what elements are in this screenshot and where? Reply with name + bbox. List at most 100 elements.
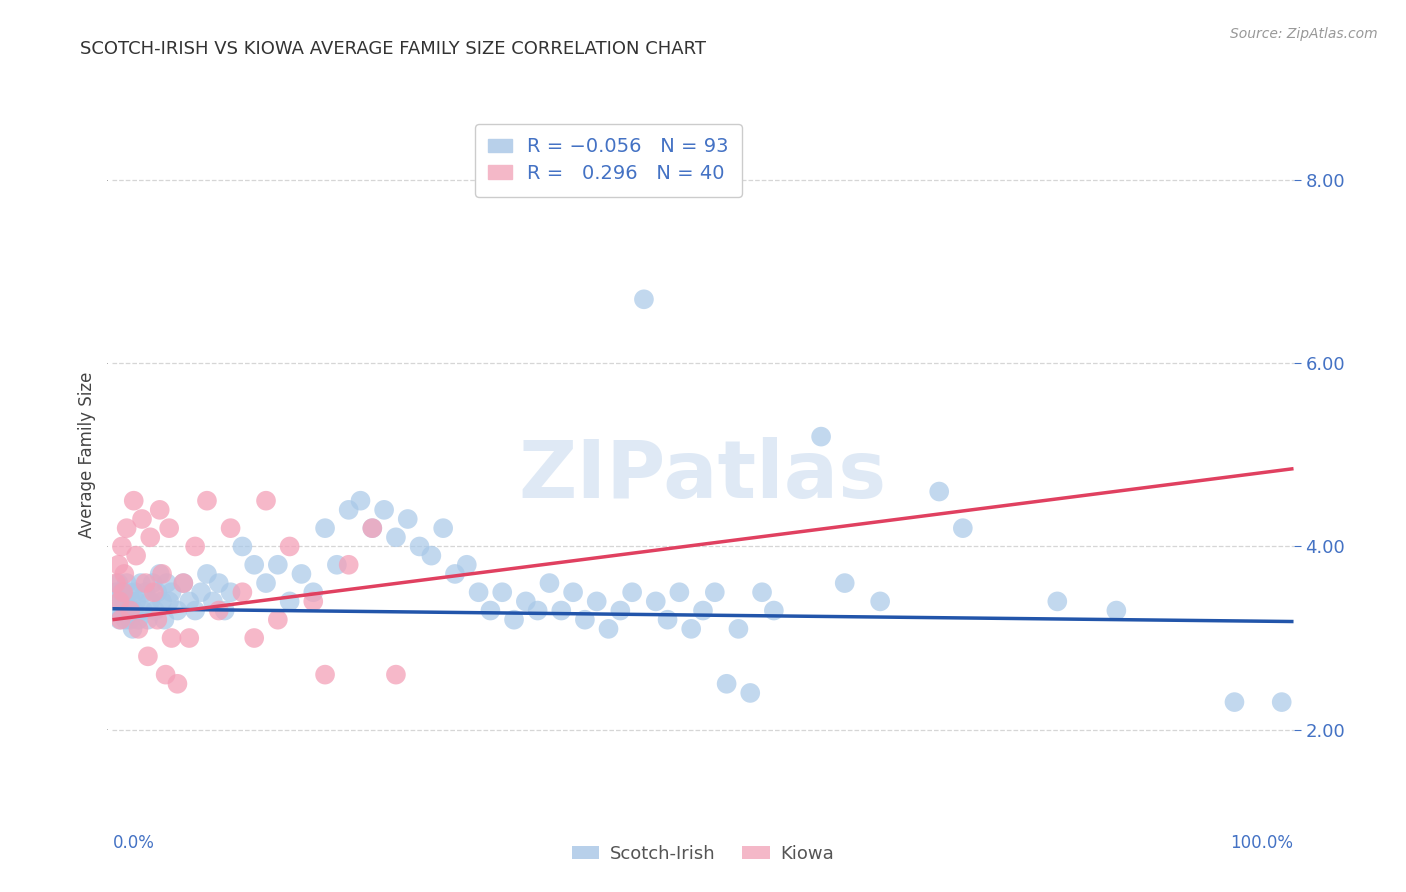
Point	[657, 613, 679, 627]
Point	[621, 585, 644, 599]
Point	[149, 566, 172, 581]
Point	[117, 603, 139, 617]
Point	[150, 594, 173, 608]
Point	[160, 585, 183, 599]
Y-axis label: Average Family Size: Average Family Size	[77, 372, 96, 538]
Point	[195, 493, 218, 508]
Point	[337, 503, 360, 517]
Point	[110, 613, 132, 627]
Point	[278, 540, 301, 554]
Point	[385, 530, 408, 544]
Point	[112, 594, 135, 608]
Point	[1046, 594, 1069, 608]
Point	[633, 293, 655, 307]
Point	[243, 558, 266, 572]
Point	[1223, 695, 1246, 709]
Point	[146, 585, 169, 599]
Point	[503, 613, 526, 627]
Point	[219, 585, 242, 599]
Point	[444, 566, 467, 581]
Point	[254, 576, 277, 591]
Point	[703, 585, 725, 599]
Point	[118, 585, 141, 599]
Point	[727, 622, 749, 636]
Point	[952, 521, 974, 535]
Text: ZIPatlas: ZIPatlas	[519, 437, 887, 515]
Text: 100.0%: 100.0%	[1230, 834, 1294, 852]
Point	[184, 603, 207, 617]
Point	[550, 603, 572, 617]
Point	[314, 667, 336, 681]
Legend: Scotch-Irish, Kiowa: Scotch-Irish, Kiowa	[565, 838, 841, 871]
Point	[314, 521, 336, 535]
Point	[115, 521, 138, 535]
Point	[408, 540, 430, 554]
Point	[585, 594, 607, 608]
Point	[156, 576, 179, 591]
Point	[214, 603, 236, 617]
Point	[598, 622, 620, 636]
Point	[302, 594, 325, 608]
Point	[120, 603, 142, 617]
Text: 0.0%: 0.0%	[112, 834, 155, 852]
Point	[762, 603, 785, 617]
Point	[149, 503, 172, 517]
Point	[136, 649, 159, 664]
Point	[928, 484, 950, 499]
Text: SCOTCH-IRISH VS KIOWA AVERAGE FAMILY SIZE CORRELATION CHART: SCOTCH-IRISH VS KIOWA AVERAGE FAMILY SIZ…	[80, 40, 706, 58]
Point	[110, 594, 132, 608]
Point	[716, 677, 738, 691]
Point	[337, 558, 360, 572]
Point	[111, 585, 134, 599]
Point	[751, 585, 773, 599]
Point	[432, 521, 454, 535]
Point	[139, 594, 162, 608]
Point	[120, 613, 142, 627]
Point	[112, 566, 135, 581]
Point	[107, 576, 129, 591]
Point	[385, 667, 408, 681]
Point	[155, 667, 177, 681]
Point	[349, 493, 371, 508]
Point	[166, 677, 188, 691]
Point	[609, 603, 631, 617]
Point	[160, 631, 183, 645]
Point	[127, 613, 149, 627]
Point	[668, 585, 690, 599]
Point	[125, 594, 148, 608]
Point	[254, 493, 277, 508]
Point	[869, 594, 891, 608]
Point	[467, 585, 489, 599]
Point	[143, 603, 166, 617]
Point	[146, 613, 169, 627]
Point	[834, 576, 856, 591]
Point	[112, 585, 135, 599]
Point	[142, 576, 165, 591]
Point	[150, 566, 173, 581]
Point	[122, 603, 145, 617]
Point	[195, 566, 218, 581]
Point	[120, 594, 142, 608]
Point	[166, 603, 188, 617]
Point	[108, 613, 131, 627]
Point	[208, 603, 231, 617]
Point	[105, 603, 128, 617]
Point	[114, 613, 136, 627]
Point	[420, 549, 443, 563]
Point	[115, 576, 138, 591]
Point	[644, 594, 666, 608]
Point	[179, 594, 201, 608]
Point	[107, 558, 129, 572]
Point	[681, 622, 703, 636]
Point	[179, 631, 201, 645]
Point	[112, 603, 135, 617]
Point	[740, 686, 762, 700]
Point	[526, 603, 548, 617]
Point	[267, 558, 290, 572]
Point	[231, 585, 253, 599]
Point	[172, 576, 194, 591]
Point	[456, 558, 478, 572]
Point	[172, 576, 194, 591]
Point	[108, 594, 131, 608]
Point	[208, 576, 231, 591]
